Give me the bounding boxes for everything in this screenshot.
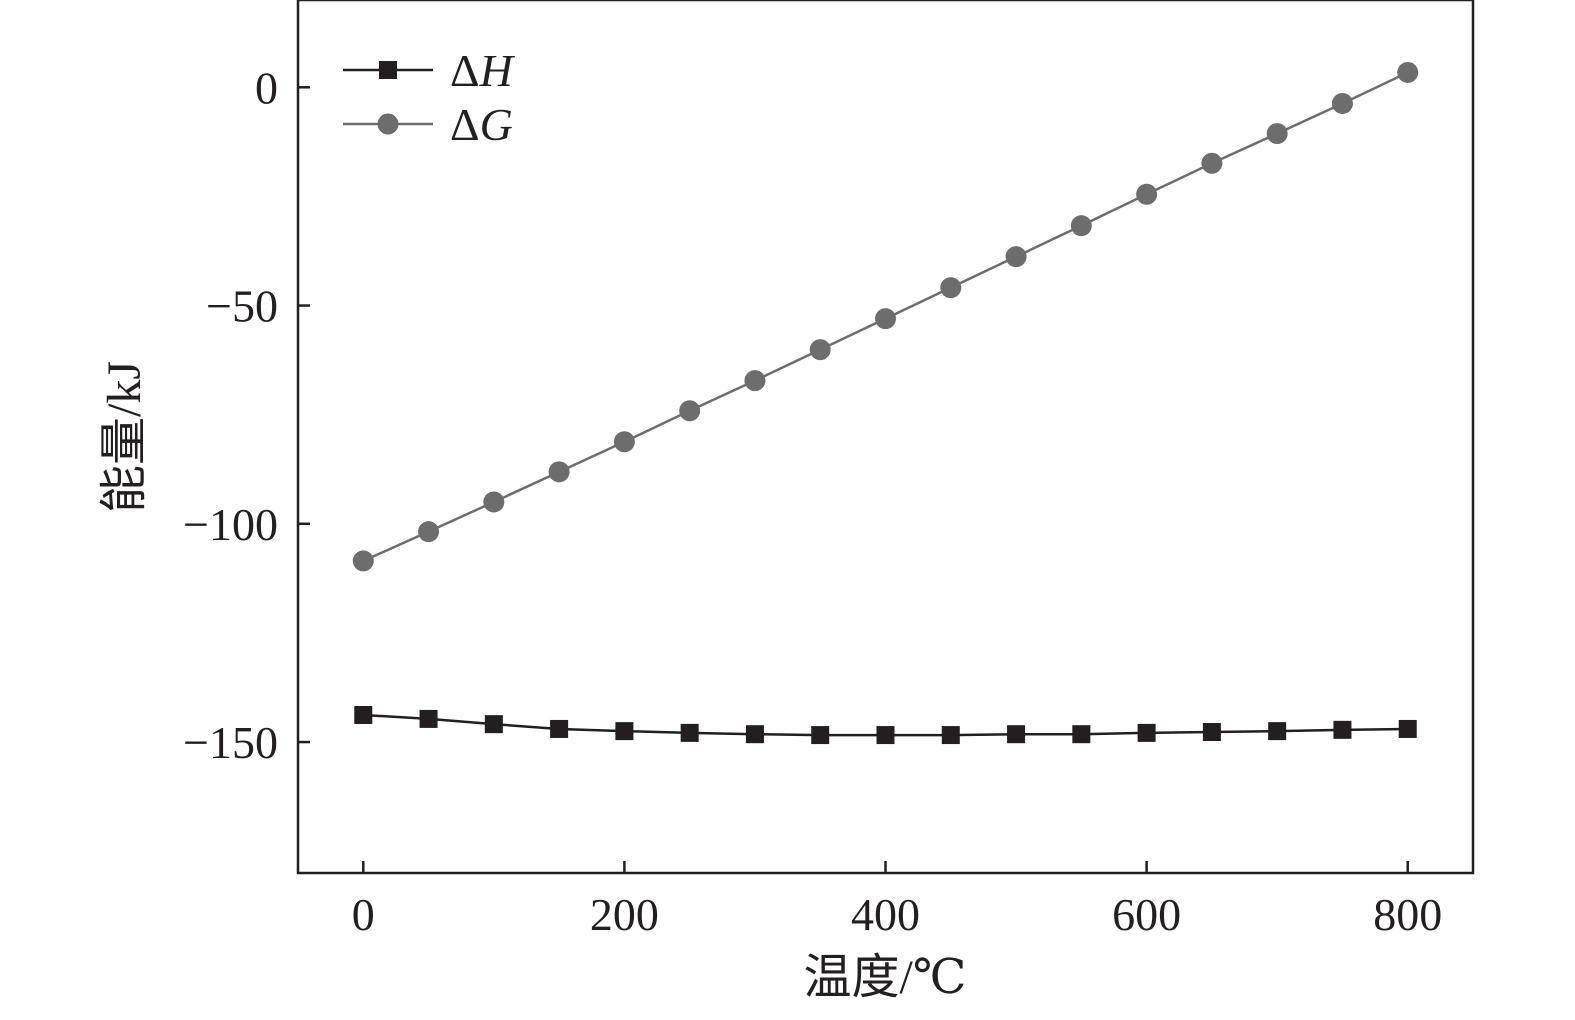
data-point-delta-h (1333, 720, 1352, 739)
data-point-delta-g (1201, 152, 1223, 174)
data-point-delta-h (941, 726, 960, 745)
data-point-delta-g (1070, 215, 1092, 237)
data-point-delta-g (875, 308, 896, 330)
data-point-delta-g (1397, 61, 1419, 83)
data-point-delta-h (419, 709, 438, 728)
data-point-delta-g (1331, 92, 1353, 114)
data-point-delta-g (940, 277, 962, 299)
data-point-delta-h (811, 726, 830, 745)
data-point-delta-g (352, 550, 374, 572)
legend-item-delta-g: ΔG (343, 99, 513, 150)
data-point-delta-g (679, 400, 701, 422)
x-axis-label: 温度/℃ (803, 951, 966, 1004)
data-point-delta-g (1136, 183, 1158, 205)
data-point-delta-h (550, 719, 569, 738)
y-tick-label: −50 (206, 281, 278, 332)
data-point-delta-g (418, 521, 440, 543)
data-point-delta-g (809, 339, 831, 361)
data-point-delta-h (745, 725, 764, 744)
legend-marker (377, 113, 399, 135)
legend-item-delta-h: ΔH (343, 45, 516, 96)
y-tick-label: −150 (183, 717, 278, 768)
data-point-delta-g (744, 370, 766, 392)
data-point-delta-h (354, 705, 373, 724)
x-tick-label: 800 (1373, 889, 1442, 940)
data-point-delta-h (1007, 725, 1026, 744)
y-tick-label: −100 (183, 499, 278, 550)
data-point-delta-g (1005, 246, 1027, 268)
data-point-delta-h (1398, 719, 1417, 738)
data-point-delta-g (1266, 123, 1288, 145)
data-point-delta-g (613, 431, 635, 453)
x-tick-label: 200 (590, 889, 659, 940)
series-delta-g (352, 61, 1419, 572)
x-tick-label: 0 (352, 889, 375, 940)
data-point-delta-h (876, 726, 895, 745)
data-point-delta-g (483, 491, 505, 513)
y-tick-label: 0 (255, 62, 278, 113)
y-axis-label: 能量/kJ (98, 361, 151, 513)
data-point-delta-h (615, 722, 634, 741)
series-delta-h (354, 705, 1417, 745)
data-point-delta-h (1137, 723, 1156, 742)
data-point-delta-h (680, 723, 699, 742)
x-tick-label: 600 (1112, 889, 1181, 940)
data-point-delta-h (1268, 722, 1287, 741)
legend-label: ΔH (450, 45, 516, 96)
legend-marker (379, 61, 397, 79)
data-point-delta-h (1072, 725, 1091, 744)
data-point-delta-h (484, 715, 503, 734)
data-point-delta-g (548, 461, 570, 483)
legend-label: ΔG (450, 99, 513, 150)
x-tick-label: 400 (851, 889, 920, 940)
data-point-delta-h (1202, 723, 1221, 742)
